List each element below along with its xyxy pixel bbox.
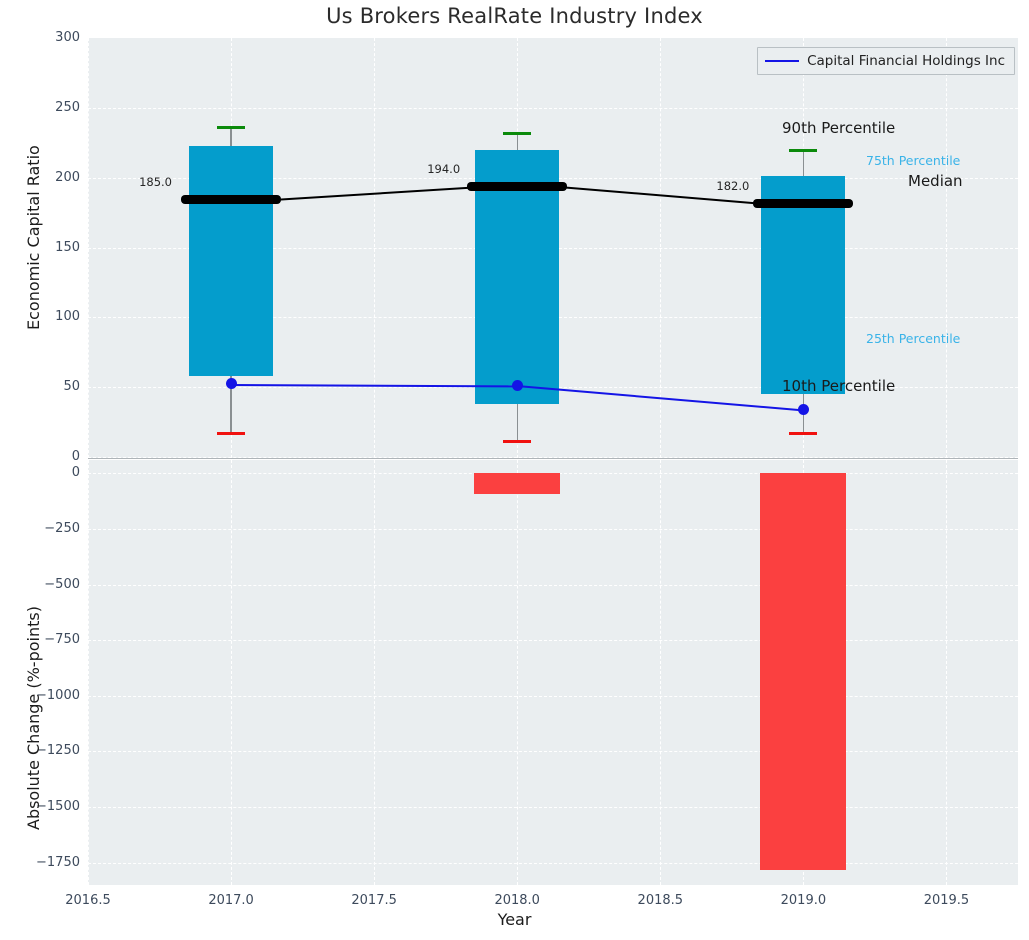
- whisker-cap-p10: [789, 431, 818, 435]
- median-segment: [181, 194, 282, 204]
- x-axis-tick-label: 2018.0: [494, 893, 540, 908]
- y-axis-tick-label-top: 200: [55, 169, 80, 185]
- gridline-vertical: [660, 38, 662, 458]
- x-axis-tick-label: 2018.5: [637, 893, 684, 908]
- gridline-vertical: [374, 460, 376, 885]
- negative-change-bar: [760, 473, 847, 870]
- gridline-horizontal: [88, 751, 1018, 753]
- y-axis-tick-label-bottom: −1250: [36, 743, 80, 759]
- company-series-marker: [511, 379, 523, 391]
- company-series-marker: [797, 404, 809, 415]
- gridline-vertical: [88, 460, 89, 885]
- gridline-vertical: [231, 460, 233, 885]
- y-axis-tick-label-bottom: −750: [44, 632, 80, 648]
- zero-axis-divider: [88, 458, 1018, 459]
- legend-label: Capital Financial Holdings Inc: [807, 53, 1005, 69]
- gridline-vertical: [946, 38, 948, 458]
- gridline-vertical: [660, 460, 662, 885]
- whisker-cap-p90: [503, 131, 532, 135]
- y-axis-tick-label-top: 300: [55, 30, 80, 45]
- y-axis-tick-label-bottom: −1500: [36, 799, 80, 815]
- y-axis-tick-label-bottom: 0: [71, 465, 80, 481]
- x-axis-tick-label: 2016.5: [65, 893, 111, 908]
- whisker-cap-p10: [217, 431, 246, 435]
- x-axis-tick-label: 2017.0: [208, 893, 254, 908]
- x-axis-tick-label: 2017.5: [351, 893, 397, 908]
- y-axis-tick-label-top: 100: [55, 309, 80, 325]
- gridline-horizontal: [88, 695, 1018, 697]
- x-axis-tick-label: 2019.5: [923, 893, 970, 908]
- gridline-vertical: [946, 460, 948, 885]
- gridline-vertical: [374, 38, 376, 458]
- box-iqr: [761, 176, 846, 395]
- y-axis-tick-label-top: 50: [63, 379, 80, 395]
- annotation-median: Median: [908, 172, 963, 190]
- x-axis-tick-label: 2019.0: [780, 893, 827, 908]
- gridline-horizontal: [88, 640, 1018, 642]
- whisker-cap-p10: [503, 439, 532, 443]
- gridline-vertical: [88, 38, 89, 458]
- y-axis-tick-label-bottom: −1750: [36, 854, 80, 870]
- legend-line-swatch: [765, 60, 800, 62]
- whisker-cap-p90: [789, 148, 818, 152]
- gridline-horizontal: [88, 584, 1018, 586]
- gridline-horizontal: [88, 107, 1018, 109]
- negative-change-bar: [474, 473, 561, 495]
- y-axis-tick-label-bottom: −250: [44, 520, 80, 536]
- median-value-label: 182.0: [716, 178, 750, 193]
- chart-title: Us Brokers RealRate Industry Index: [326, 4, 703, 28]
- gridline-vertical: [517, 460, 519, 885]
- y-axis-tick-label-top: 250: [55, 99, 80, 115]
- y-axis-tick-label-bottom: −1000: [36, 687, 80, 703]
- bottom-panel-plot-area: [88, 460, 1018, 885]
- median-value-label: 185.0: [139, 174, 172, 189]
- gridline-horizontal: [88, 457, 1018, 458]
- median-value-label: 194.0: [427, 162, 461, 177]
- median-segment: [467, 182, 568, 192]
- annotation-10th-percentile: 10th Percentile: [782, 377, 896, 395]
- y-axis-label-top: Economic Capital Ratio: [24, 145, 43, 330]
- whisker-cap-p90: [217, 126, 246, 130]
- gridline-horizontal: [88, 862, 1018, 864]
- legend[interactable]: Capital Financial Holdings Inc: [757, 47, 1015, 75]
- x-axis-label: Year: [497, 910, 532, 929]
- box-iqr: [475, 149, 560, 404]
- y-axis-label-bottom: Absolute Change (%-points): [24, 606, 43, 830]
- annotation-90th-percentile: 90th Percentile: [782, 119, 896, 137]
- company-series-marker: [225, 378, 237, 390]
- annotation-75th-percentile: 75th Percentile: [866, 153, 961, 168]
- gridline-horizontal: [88, 528, 1018, 530]
- y-axis-tick-label-top: 150: [55, 239, 80, 255]
- y-axis-tick-label-bottom: −500: [44, 576, 80, 592]
- y-axis-tick-label-top: 0: [71, 449, 80, 464]
- gridline-horizontal: [88, 807, 1018, 809]
- annotation-25th-percentile: 25th Percentile: [866, 331, 961, 346]
- median-segment: [753, 198, 854, 208]
- box-iqr: [189, 145, 274, 376]
